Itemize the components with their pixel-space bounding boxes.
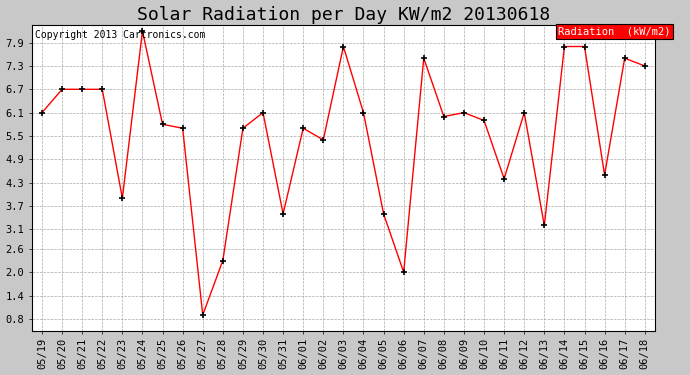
Title: Solar Radiation per Day KW/m2 20130618: Solar Radiation per Day KW/m2 20130618	[137, 6, 550, 24]
Text: Radiation  (kW/m2): Radiation (kW/m2)	[558, 27, 671, 37]
Text: Copyright 2013 Cartronics.com: Copyright 2013 Cartronics.com	[35, 30, 206, 40]
